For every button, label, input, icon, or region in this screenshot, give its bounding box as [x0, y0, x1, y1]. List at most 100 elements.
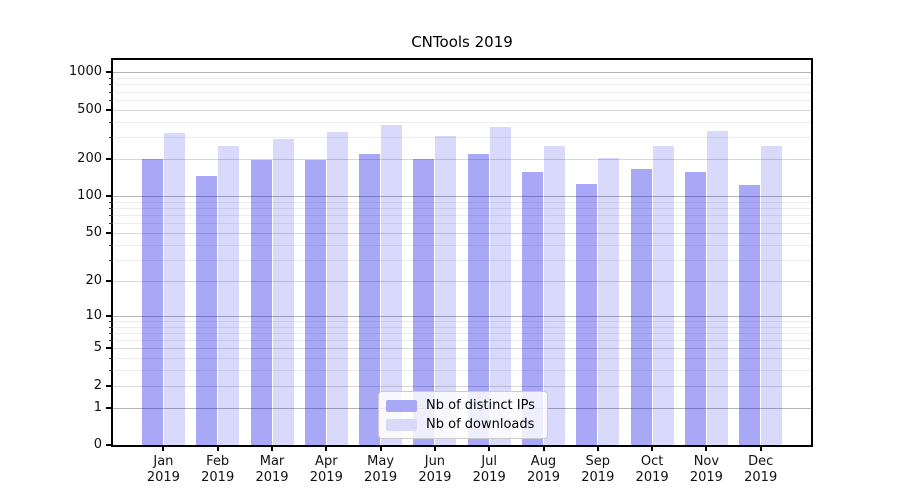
legend-item-distinct-ips: Nb of distinct IPs	[386, 398, 535, 413]
legend: Nb of distinct IPs Nb of downloads	[378, 391, 548, 439]
y-tick-2	[106, 384, 113, 387]
y-minor-gridline-8	[113, 326, 811, 328]
y-tick-label-5: 5	[93, 340, 102, 356]
y-tick-label-2: 2	[93, 377, 102, 393]
x-tick-label-oct: Oct 2019	[635, 454, 669, 485]
legend-swatch-downloads	[386, 418, 417, 431]
y-gridline-1000	[113, 72, 811, 74]
y-minor-tick-3	[109, 370, 113, 372]
y-minor-tick-9	[109, 320, 113, 322]
y-minor-tick-4	[109, 358, 113, 360]
y-minor-gridline-9	[113, 320, 811, 322]
y-minor-tick-40	[109, 244, 113, 246]
bar-downloads-aug	[544, 145, 565, 445]
x-tick-label-apr: Apr 2019	[309, 454, 343, 485]
y-tick-1	[106, 406, 113, 409]
y-minor-tick-8	[109, 326, 113, 328]
x-tick-aug	[542, 445, 545, 451]
x-tick-nov	[705, 445, 708, 451]
y-tick-label-200: 200	[77, 151, 102, 167]
x-tick-label-jul: Jul 2019	[472, 454, 506, 485]
y-minor-gridline-70	[113, 215, 811, 217]
x-tick-feb	[216, 445, 219, 451]
x-tick-label-feb: Feb 2019	[201, 454, 235, 485]
bar-distinct-ips-jun	[413, 159, 435, 445]
legend-item-downloads: Nb of downloads	[386, 417, 535, 432]
bar-distinct-ips-jan	[141, 159, 163, 445]
y-minor-tick-400	[109, 121, 113, 123]
plot-area: Nb of distinct IPs Nb of downloads	[111, 58, 813, 447]
bar-downloads-oct	[652, 145, 674, 445]
chart-title: CNTools 2019	[411, 33, 513, 51]
y-minor-tick-80	[109, 208, 113, 210]
y-tick-label-20: 20	[85, 272, 102, 288]
y-tick-100	[106, 195, 113, 198]
y-gridline-20	[113, 280, 811, 282]
y-gridline-5	[113, 348, 811, 350]
y-tick-50	[106, 231, 113, 234]
y-tick-label-1000: 1000	[68, 64, 102, 80]
y-tick-200	[106, 158, 113, 161]
x-tick-sep	[596, 445, 599, 451]
x-tick-dec	[759, 445, 762, 451]
bar-distinct-ips-aug	[522, 172, 543, 445]
x-tick-label-aug: Aug 2019	[526, 454, 561, 485]
bar-downloads-jul	[489, 127, 511, 445]
bar-downloads-mar	[272, 139, 294, 445]
y-minor-gridline-6	[113, 340, 811, 342]
y-minor-tick-6	[109, 340, 113, 342]
y-minor-gridline-30	[113, 259, 811, 261]
y-tick-10	[106, 314, 113, 317]
bar-distinct-ips-sep	[576, 184, 598, 445]
y-minor-tick-7	[109, 332, 113, 334]
y-tick-500	[106, 108, 113, 111]
y-minor-gridline-800	[113, 84, 811, 86]
y-minor-tick-600	[109, 99, 113, 101]
x-tick-mar	[271, 445, 273, 451]
y-minor-tick-700	[109, 91, 113, 93]
y-minor-gridline-3	[113, 370, 811, 372]
bar-distinct-ips-feb	[196, 175, 218, 445]
bar-distinct-ips-may	[359, 153, 381, 445]
y-minor-tick-900	[109, 78, 113, 80]
x-tick-label-mar: Mar 2019	[255, 454, 289, 485]
x-tick-jul	[488, 445, 491, 451]
bar-downloads-sep	[598, 157, 620, 445]
y-minor-gridline-80	[113, 208, 811, 210]
x-tick-jan	[162, 445, 165, 451]
y-tick-5	[106, 347, 113, 350]
y-gridline-100	[113, 196, 811, 198]
y-tick-label-100: 100	[77, 188, 102, 204]
x-tick-may	[379, 445, 382, 451]
y-gridline-200	[113, 159, 811, 161]
y-gridline-500	[113, 109, 811, 111]
y-minor-gridline-90	[113, 201, 811, 203]
bar-distinct-ips-jul	[467, 153, 489, 445]
y-tick-label-1: 1	[93, 399, 102, 415]
x-tick-apr	[325, 445, 328, 451]
x-tick-label-jan: Jan 2019	[146, 454, 180, 485]
x-tick-oct	[651, 445, 654, 451]
bar-distinct-ips-oct	[630, 169, 652, 445]
y-tick-20	[106, 279, 113, 282]
y-minor-gridline-40	[113, 244, 811, 246]
x-tick-jun	[433, 445, 436, 451]
x-tick-label-may: May 2019	[364, 454, 398, 485]
bar-distinct-ips-dec	[739, 184, 761, 445]
y-minor-tick-60	[109, 223, 113, 225]
y-minor-tick-70	[109, 215, 113, 217]
y-minor-gridline-4	[113, 358, 811, 360]
y-minor-gridline-400	[113, 121, 811, 123]
y-gridline-50	[113, 232, 811, 234]
y-minor-gridline-600	[113, 99, 811, 101]
bar-downloads-apr	[326, 132, 348, 445]
bar-downloads-nov	[706, 131, 728, 445]
x-tick-label-nov: Nov 2019	[689, 454, 723, 485]
y-minor-tick-800	[109, 84, 113, 86]
bar-distinct-ips-nov	[684, 171, 706, 445]
y-gridline-2	[113, 385, 811, 387]
y-tick-label-500: 500	[77, 101, 102, 117]
y-tick-label-10: 10	[85, 307, 102, 323]
bar-downloads-jan	[163, 132, 185, 445]
y-tick-0	[106, 444, 113, 446]
